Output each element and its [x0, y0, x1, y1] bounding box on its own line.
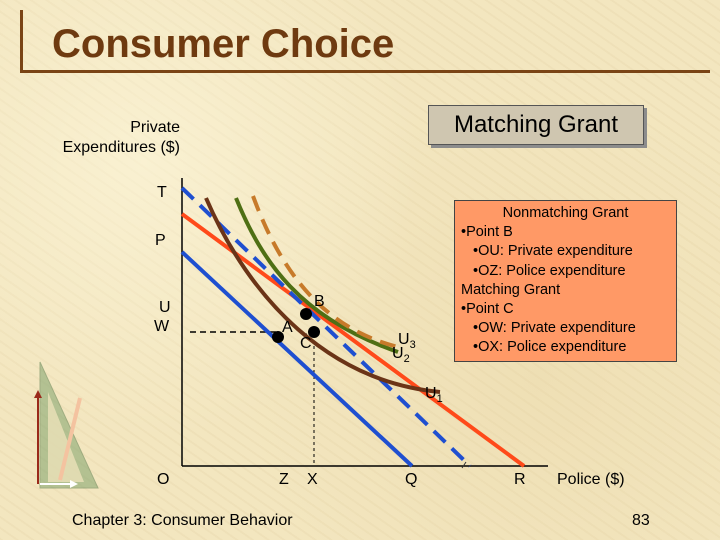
x-axis-tick-mark — [461, 461, 467, 469]
x-tick-z: Z — [279, 471, 289, 488]
x-tick-x: X — [307, 471, 318, 488]
curve-label-u3: U3 — [398, 331, 416, 352]
explanation-line: •OZ: Police expenditure — [473, 262, 626, 279]
ruler-triangle-icon — [34, 361, 99, 489]
explanation-line: •OW: Private expenditure — [473, 320, 636, 337]
footer-chapter: Chapter 3: Consumer Behavior — [72, 512, 293, 529]
point-label-b: B — [314, 293, 325, 310]
matching-grant-label: Matching Grant — [453, 111, 619, 138]
y-tick-p: P — [155, 232, 166, 249]
title-underline — [20, 70, 710, 73]
x-tick-o: O — [157, 471, 170, 488]
page-number: 83 — [632, 512, 650, 529]
x-axis-label: Police ($) — [557, 471, 625, 488]
x-tick-r: R — [514, 471, 526, 488]
point-b — [300, 308, 312, 320]
explanation-line: •OX: Police expenditure — [473, 339, 627, 356]
curve-label-u1: U1 — [425, 385, 443, 406]
explanation-line: •OU: Private expenditure — [473, 243, 633, 260]
y-tick-u: U — [159, 299, 171, 316]
point-label-a: A — [282, 319, 293, 336]
budget-line-original — [180, 250, 414, 468]
budget-line-nonmatching — [180, 212, 526, 468]
y-tick-w: W — [154, 318, 170, 335]
explanation-box: Nonmatching Grant •Point B •OU: Private … — [454, 200, 677, 362]
point-label-c: C — [300, 335, 312, 352]
explanation-line: •Point B — [461, 224, 513, 241]
y-tick-t: T — [157, 184, 167, 201]
explanation-line: Nonmatching Grant — [502, 205, 629, 221]
point-a — [272, 331, 284, 343]
slide-title: Consumer Choice — [52, 22, 395, 66]
indifference-curve-u2 — [234, 197, 399, 354]
curve-label-u2: U2 — [392, 345, 410, 366]
explanation-line: Matching Grant — [461, 281, 561, 298]
matching-grant-box: Matching Grant — [428, 105, 644, 145]
indifference-curve-u1 — [204, 197, 441, 394]
explanation-line: •Point C — [461, 301, 514, 318]
y-axis-label: Private Expenditures ($) — [62, 119, 180, 156]
indifference-curve-u3 — [251, 195, 403, 350]
x-tick-q: Q — [405, 471, 418, 488]
title-accent-vertical — [20, 10, 23, 73]
point-c — [308, 326, 320, 338]
budget-line-matching — [180, 186, 472, 468]
